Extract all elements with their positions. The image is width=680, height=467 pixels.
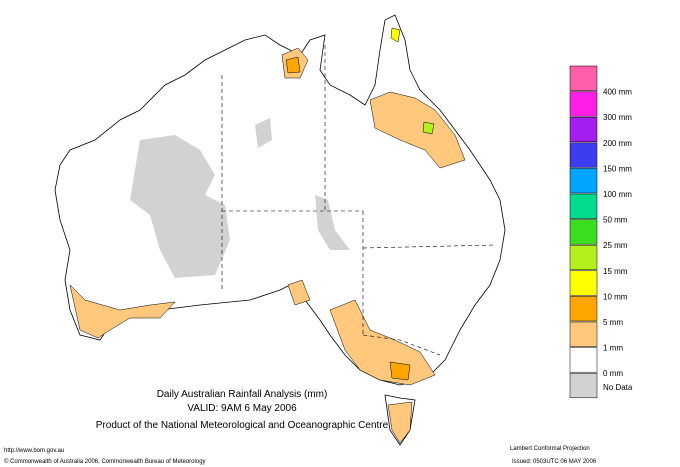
legend-swatch bbox=[569, 168, 598, 194]
legend-label: 10 mm bbox=[603, 292, 628, 301]
map-title: Daily Australian Rainfall Analysis (mm) bbox=[157, 389, 328, 400]
no-data-sa bbox=[315, 195, 350, 250]
legend-label: 100 mm bbox=[603, 190, 632, 199]
legend-swatch bbox=[569, 142, 598, 168]
rain-25mm bbox=[422, 121, 435, 135]
legend-label: 15 mm bbox=[603, 267, 628, 276]
legend-swatch bbox=[569, 270, 598, 296]
legend-label: 300 mm bbox=[603, 113, 632, 122]
legend-swatch bbox=[569, 116, 598, 143]
rain-10mm bbox=[285, 56, 301, 74]
legend-swatch bbox=[569, 296, 598, 322]
rain-10mm bbox=[389, 361, 411, 381]
state-borders bbox=[221, 45, 496, 356]
rain-5mm bbox=[329, 299, 436, 386]
legend-label: 50 mm bbox=[603, 216, 628, 225]
no-data-wa bbox=[130, 135, 230, 278]
rain-5mm bbox=[387, 401, 413, 444]
rain-5mm bbox=[369, 91, 466, 169]
legend-label: No Data bbox=[603, 383, 633, 392]
rain-5mm bbox=[287, 279, 311, 306]
url: http://www.bom.gov.au bbox=[4, 448, 64, 454]
border bbox=[362, 334, 441, 356]
map-land bbox=[54, 14, 506, 446]
issued: Issued: 0503UTC 06 MAY 2006 bbox=[512, 459, 597, 465]
producer: Product of the National Meteorological a… bbox=[96, 420, 389, 431]
rain-15mm bbox=[390, 27, 401, 43]
legend-label: 200 mm bbox=[603, 139, 632, 148]
border bbox=[362, 244, 496, 249]
legend-swatch bbox=[569, 244, 598, 271]
legend-swatch bbox=[569, 347, 598, 373]
legend-swatch bbox=[569, 219, 598, 245]
legend-label: 150 mm bbox=[603, 164, 632, 173]
legend-swatch bbox=[569, 65, 598, 91]
legend-label: 0 mm bbox=[603, 369, 623, 378]
rain-areas bbox=[69, 27, 466, 444]
legend-label: 5 mm bbox=[603, 318, 623, 327]
legend-label: 400 mm bbox=[603, 88, 632, 97]
legend-label: 25 mm bbox=[603, 241, 628, 250]
no-data-areas bbox=[130, 118, 350, 278]
legend-swatch bbox=[569, 321, 598, 347]
legend-swatch bbox=[569, 372, 598, 399]
legend-label: 1 mm bbox=[603, 344, 623, 353]
australia bbox=[54, 14, 506, 386]
projection: Lambert Conformal Projection bbox=[510, 446, 590, 452]
legend: 400 mm 300 mm 200 mm 150 mm 100 mm 50 mm 25 mm… bbox=[569, 65, 633, 399]
legend-swatch bbox=[569, 193, 598, 219]
rain-5mm bbox=[69, 284, 176, 339]
no-data-nt bbox=[255, 118, 272, 148]
valid-time: VALID: 9AM 6 May 2006 bbox=[187, 403, 297, 414]
copyright: © Commonwealth of Australia 2006, Common… bbox=[4, 458, 206, 465]
legend-swatch bbox=[569, 91, 598, 117]
